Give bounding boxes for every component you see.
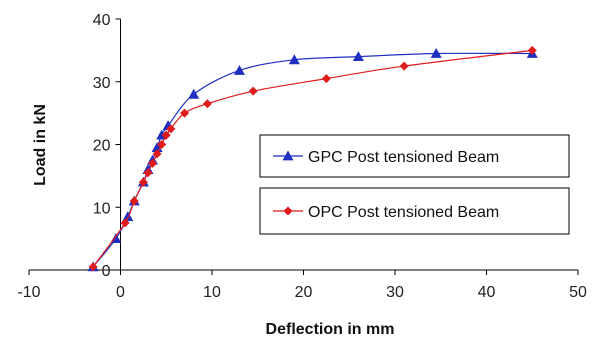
legend-key-marker [282, 150, 294, 161]
x-tick-label: 30 [386, 284, 404, 301]
legend-key-marker [283, 206, 293, 216]
x-tick-label: 20 [295, 284, 313, 301]
x-tick-label: -10 [17, 284, 40, 301]
axes: -10 0 10 20 30 40 50 0 10 20 30 40 [17, 12, 587, 301]
data-point [88, 262, 98, 272]
data-point [288, 54, 300, 65]
data-point [161, 130, 171, 140]
x-axis-title: Deflection in mm [266, 321, 395, 338]
legend-box-gpc [259, 134, 570, 178]
legend-label-opc: OPC Post tensioned Beam [308, 204, 499, 221]
data-point [321, 74, 331, 84]
data-point [138, 177, 148, 187]
legend-key-gpc [273, 150, 303, 161]
data-point [152, 149, 162, 159]
data-point [148, 158, 158, 168]
data-point [129, 196, 139, 206]
legend-key-opc [273, 206, 303, 216]
legend-box-opc [259, 187, 570, 235]
x-tick-label: 0 [116, 284, 125, 301]
data-point [202, 99, 212, 109]
series-layer [87, 45, 538, 272]
legend-label-gpc: GPC Post tensioned Beam [308, 149, 499, 166]
legend: GPC Post tensioned Beam OPC Post tension… [259, 134, 570, 235]
data-point [233, 64, 245, 75]
data-point [166, 124, 176, 134]
data-point [430, 48, 442, 58]
y-tick-label: 10 [93, 200, 111, 217]
y-tick-label: 30 [93, 75, 111, 92]
x-tick-label: 40 [478, 284, 496, 301]
x-tick-label: 10 [203, 284, 221, 301]
data-point [157, 140, 167, 149]
x-tick-label: 50 [569, 284, 587, 301]
y-tick-label: 20 [93, 138, 111, 155]
y-axis-title: Load in kN [32, 104, 49, 186]
y-tick-label: 40 [93, 12, 111, 29]
data-point [248, 86, 258, 96]
data-point [180, 108, 190, 118]
data-point [143, 168, 153, 178]
data-point [188, 88, 200, 99]
data-point [399, 61, 409, 71]
data-point [120, 218, 130, 228]
data-point [352, 51, 364, 62]
data-point [527, 45, 537, 55]
series-opc [88, 45, 537, 272]
y-tick-label: 0 [102, 263, 111, 280]
